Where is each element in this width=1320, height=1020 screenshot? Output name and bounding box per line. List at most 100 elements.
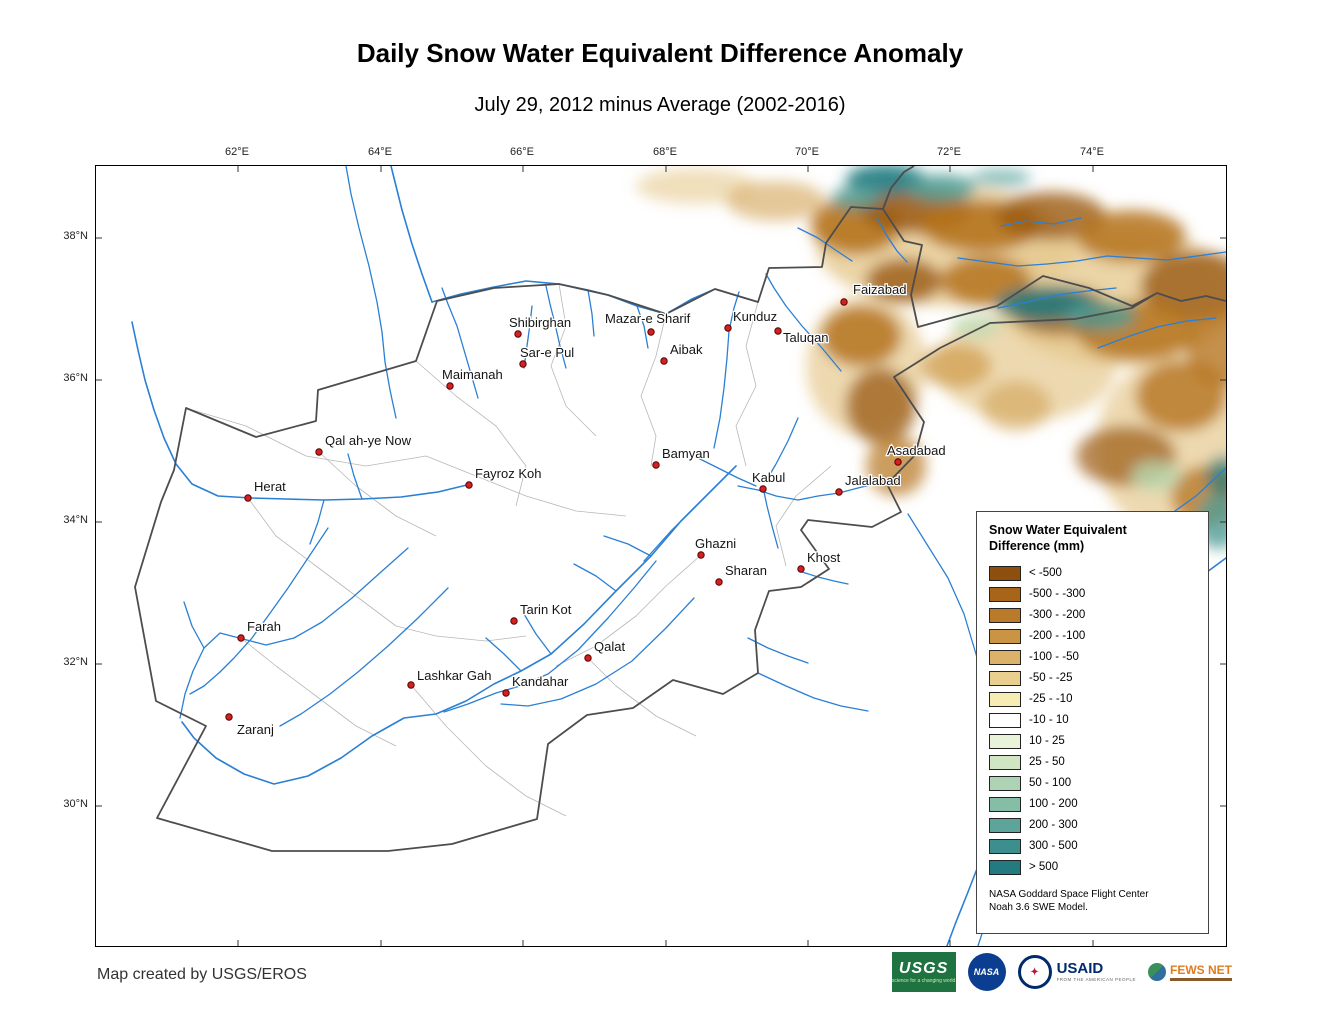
city-label: Herat: [254, 479, 286, 494]
legend-swatch: [989, 670, 1021, 686]
legend-label: -10 - 10: [1029, 714, 1069, 726]
fews-globe-icon: [1148, 963, 1166, 981]
legend-swatch: [989, 733, 1021, 749]
city-marker: [315, 448, 323, 456]
legend: Snow Water Equivalent Difference (mm) < …: [976, 511, 1209, 934]
footer-credit: Map created by USGS/EROS: [97, 966, 307, 983]
footer-logos: USGS science for a changing world NASA ✦…: [891, 952, 1232, 992]
city-label: Ghazni: [695, 536, 736, 551]
city-marker: [697, 551, 705, 559]
city-label: Shibirghan: [509, 315, 571, 330]
usaid-seal-icon: ✦: [1017, 955, 1052, 989]
legend-label: -200 - -100: [1029, 630, 1086, 642]
country-border-layer: [134, 166, 1226, 852]
city-marker: [244, 494, 252, 502]
legend-row: 300 - 500: [989, 836, 1196, 857]
lon-tick-label: 68°E: [653, 146, 677, 158]
legend-swatch: [989, 565, 1021, 581]
lat-tick-label: 32°N: [63, 656, 88, 668]
lat-tick-label: 34°N: [63, 514, 88, 526]
usaid-logo: ✦ USAID FROM THE AMERICAN PEOPLE: [1017, 955, 1136, 989]
city-label: Mazar-e Sharif: [605, 311, 691, 326]
map-svg: Faizabad Shibirghan Mazar-e Sharif Kunduz Ta…: [96, 166, 1226, 946]
city-marker: [647, 328, 655, 336]
legend-label: < -500: [1029, 567, 1062, 579]
legend-row: -25 - -10: [989, 689, 1196, 710]
city-marker: [894, 458, 902, 466]
legend-row: -100 - -50: [989, 647, 1196, 668]
legend-label: 100 - 200: [1029, 798, 1078, 810]
city-label: Aibak: [670, 342, 703, 357]
lon-tick-label: 72°E: [937, 146, 961, 158]
nasa-logo: NASA: [967, 953, 1006, 991]
legend-label: -50 - -25: [1029, 672, 1073, 684]
legend-label: 25 - 50: [1029, 756, 1065, 768]
legend-label: 10 - 25: [1029, 735, 1065, 747]
city-label: Jalalabad: [845, 473, 901, 488]
page-subtitle: July 29, 2012 minus Average (2002-2016): [474, 94, 846, 116]
lat-tick-label: 30°N: [63, 798, 88, 810]
legend-row: -500 - -300: [989, 584, 1196, 605]
legend-row: -10 - 10: [989, 710, 1196, 731]
lon-tick-label: 70°E: [795, 146, 819, 158]
city-marker: [502, 689, 510, 697]
legend-label: 200 - 300: [1029, 819, 1078, 831]
page-title: Daily Snow Water Equivalent Difference A…: [356, 38, 964, 68]
city-marker: [774, 327, 782, 335]
legend-swatch: [989, 586, 1021, 602]
legend-label: 50 - 100: [1029, 777, 1072, 789]
city-label: Asadabad: [887, 443, 946, 458]
legend-label: -25 - -10: [1029, 693, 1073, 705]
city-label: Faizabad: [853, 282, 906, 297]
legend-swatch: [989, 712, 1021, 728]
lon-tick-label: 64°E: [368, 146, 392, 158]
city-marker: [465, 481, 473, 489]
lon-tick-label: 66°E: [510, 146, 534, 158]
city-marker: [510, 617, 518, 625]
city-marker: [797, 565, 805, 573]
legend-row: -50 - -25: [989, 668, 1196, 689]
legend-row: -200 - -100: [989, 626, 1196, 647]
legend-label: -300 - -200: [1029, 609, 1086, 621]
legend-title: Snow Water Equivalent Difference (mm): [989, 523, 1127, 554]
city-label: Bamyan: [662, 446, 710, 461]
city-label: Khost: [807, 550, 841, 565]
usgs-logo: USGS science for a changing world: [891, 952, 956, 992]
city-marker: [660, 357, 668, 365]
legend-row: 10 - 25: [989, 731, 1196, 752]
legend-label: -100 - -50: [1029, 651, 1079, 663]
legend-swatch: [989, 775, 1021, 791]
city-label: Qalat: [594, 639, 625, 654]
legend-row: 200 - 300: [989, 815, 1196, 836]
city-marker: [407, 681, 415, 689]
lat-tick-label: 38°N: [63, 230, 88, 242]
city-marker: [652, 461, 660, 469]
legend-swatch: [989, 628, 1021, 644]
city-label: Tarin Kot: [520, 602, 572, 617]
legend-note: NASA Goddard Space Flight Center Noah 3.…: [989, 888, 1149, 914]
legend-swatch: [989, 649, 1021, 665]
legend-label: -500 - -300: [1029, 588, 1086, 600]
axis-ticks: [96, 166, 1226, 946]
city-marker: [759, 485, 767, 493]
legend-rows: < -500 -500 - -300 -300 - -200 -200 - -100 -…: [989, 563, 1196, 878]
city-marker: [519, 360, 527, 368]
city-label: Sar-e Pul: [520, 345, 574, 360]
legend-label: 300 - 500: [1029, 840, 1078, 852]
city-label: Kunduz: [733, 309, 777, 324]
city-label: Taluqan: [783, 330, 829, 345]
legend-row: -300 - -200: [989, 605, 1196, 626]
legend-swatch: [989, 859, 1021, 875]
legend-row: < -500: [989, 563, 1196, 584]
cities-layer: Faizabad Shibirghan Mazar-e Sharif Kunduz Ta…: [225, 281, 947, 738]
legend-row: 50 - 100: [989, 773, 1196, 794]
city-label: Farah: [247, 619, 281, 634]
city-label: Qal ah-ye Now: [325, 433, 412, 448]
city-label: Kabul: [752, 470, 785, 485]
legend-row: > 500: [989, 857, 1196, 878]
city-label: Lashkar Gah: [417, 668, 491, 683]
legend-swatch: [989, 838, 1021, 854]
city-marker: [514, 330, 522, 338]
terrain-layer: [636, 166, 1226, 549]
